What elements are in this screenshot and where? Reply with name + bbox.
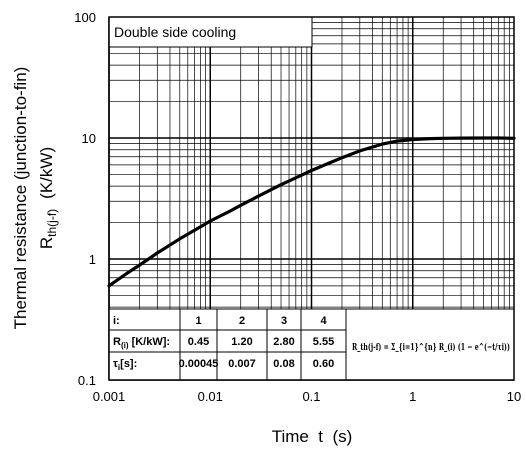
- table-row-label: R(i) [K/kW]:: [113, 336, 170, 350]
- y-axis-label-line2: Rth(j-f) (K/kW): [37, 147, 59, 249]
- series-line: [107, 136, 516, 288]
- x-tick-label: 0.01: [198, 389, 223, 404]
- table-cell: 0.08: [273, 358, 294, 370]
- table-cell: 5.55: [313, 336, 334, 348]
- row-label-tail: [K/kW]:: [129, 336, 171, 348]
- table-row-label: τi[s]:: [113, 358, 137, 372]
- x-tick-label: 0.001: [93, 389, 126, 404]
- row-label-main: τ: [113, 358, 118, 370]
- table-header-index: 4: [320, 315, 327, 327]
- table-cell: 0.60: [313, 358, 334, 370]
- table-cell: 0.45: [188, 336, 209, 348]
- table-header-index: 1: [195, 315, 201, 327]
- x-axis-label: Time t (s): [272, 427, 353, 446]
- y-tick-label: 1: [89, 252, 96, 267]
- plot-frame: [108, 16, 515, 381]
- y-tick-label: 100: [74, 10, 96, 25]
- y-axis-subscript: th(j-f): [45, 209, 59, 237]
- x-tick-label: 0.1: [302, 389, 320, 404]
- annotation-text: Double side cooling: [114, 24, 236, 40]
- annotation-box: Double side cooling: [108, 16, 313, 48]
- row-label-sub: i: [118, 363, 120, 372]
- table-header-index: 3: [281, 315, 287, 327]
- table-header-label: i:: [113, 315, 120, 327]
- table-cell: 0.00045: [179, 358, 219, 370]
- table-cell: 2.80: [273, 336, 294, 348]
- parameter-table: i: 1 2 3 4 R(i) [K/kW]: 0.45 1.20 2.80 5.55 τi[s]:…: [108, 308, 514, 381]
- x-tick-label: 1: [409, 389, 416, 404]
- row-label-main: R: [113, 336, 121, 348]
- table-cell: 0.007: [228, 358, 256, 370]
- x-tick-label: 10: [507, 389, 521, 404]
- row-label-sub: (i): [121, 341, 129, 350]
- row-label-tail: [s]:: [120, 358, 137, 370]
- y-tick-label: 0.1: [78, 373, 96, 388]
- tick-labels: 0.001 0.01 0.1 1 10 0.1 1 10 100: [74, 10, 521, 404]
- table-background: [109, 309, 514, 380]
- table-cell: 1.20: [231, 336, 252, 348]
- y-axis-label-line1: Thermal resistance (junction-to-fin): [11, 67, 30, 330]
- table-header-index: 2: [239, 315, 245, 327]
- y-axis-symbol: R: [37, 237, 56, 249]
- y-tick-label: 10: [82, 131, 96, 146]
- y-axis-unit: (K/kW): [37, 147, 56, 199]
- table-formula: R_th(j-f) = Σ_{i=1}^{n} R_(i) (1 − e^(−t…: [352, 342, 510, 353]
